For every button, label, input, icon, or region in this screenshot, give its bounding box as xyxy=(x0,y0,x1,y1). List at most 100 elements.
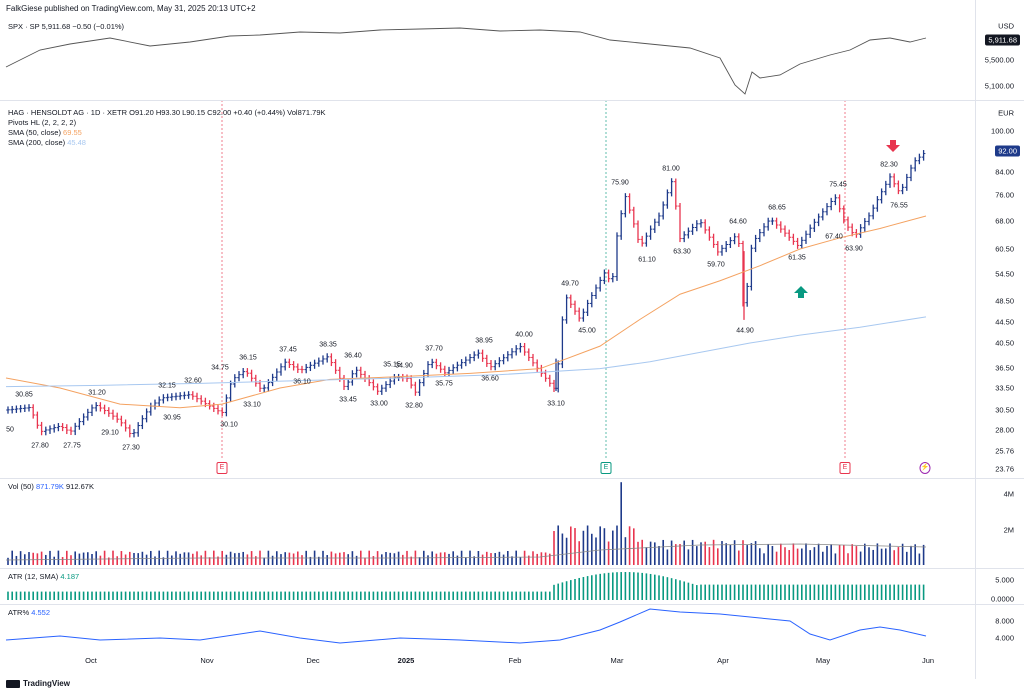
pivot-label: 27.30 xyxy=(122,444,140,452)
sma50-label: SMA (50, close) xyxy=(8,128,61,137)
pivot-label: 76.55 xyxy=(890,202,908,210)
year-2025: 2025 xyxy=(397,656,415,665)
dividend-lightning-icon[interactable]: ⚡ xyxy=(919,462,931,474)
month-nov: Nov xyxy=(200,656,214,665)
sma200-label: SMA (200, close) xyxy=(8,138,66,147)
atr-tick: 0.0000 xyxy=(991,594,1014,604)
pivot-label: 27.75 xyxy=(63,442,81,450)
price-tick: 76.00 xyxy=(995,190,1014,200)
earnings-marker[interactable]: E xyxy=(600,462,612,474)
sma200-line xyxy=(5,316,927,388)
month-feb: Feb xyxy=(508,656,522,665)
price-tick: 33.50 xyxy=(995,383,1014,393)
atrp-axis[interactable]: 8.000 4.000 xyxy=(976,0,1024,660)
pivot-label: 61.35 xyxy=(788,254,806,262)
publisher-header: FalkGiese published on TradingView.com, … xyxy=(6,4,256,13)
pivot-label: 75.45 xyxy=(829,181,847,189)
atr-legend[interactable]: ATR (12, SMA) 4.187 xyxy=(8,572,79,581)
pivot-label: 40.00 xyxy=(515,331,533,339)
price-tick: 48.50 xyxy=(995,296,1014,306)
pivot-label: 27.80 xyxy=(31,442,49,450)
axis-divider xyxy=(975,0,976,679)
atrp-legend[interactable]: ATR% 4.552 xyxy=(8,608,50,617)
price-tick: 54.50 xyxy=(995,269,1014,279)
price-tick: 30.50 xyxy=(995,405,1014,415)
volume-label: Vol (50) xyxy=(8,482,34,491)
volume-ma-line xyxy=(5,543,927,561)
pane-divider[interactable] xyxy=(0,568,1024,569)
spx-tick: 5,500.00 xyxy=(984,55,1014,65)
month-dec: Dec xyxy=(306,656,320,665)
pivot-label: 38.95 xyxy=(475,337,493,345)
pivot-label: 33.10 xyxy=(243,401,261,409)
spx-last-badge: 5,911.68 xyxy=(985,34,1020,46)
sell-arrow-icon xyxy=(886,140,900,152)
pivot-label: 44.90 xyxy=(736,327,754,335)
price-tick: 68.00 xyxy=(995,216,1014,226)
pivot-label: 36.15 xyxy=(239,354,257,362)
spx-price-axis[interactable]: USD 5,911.68 5,500.00 5,100.00 xyxy=(976,0,1024,100)
pivot-label: 32.15 xyxy=(158,382,176,390)
atr-value: 4.187 xyxy=(60,572,80,581)
spx-currency: USD xyxy=(998,21,1014,31)
earnings-marker[interactable]: E xyxy=(839,462,851,474)
spx-tick: 5,100.00 xyxy=(984,81,1014,91)
pivot-label: 68.65 xyxy=(768,204,786,212)
pivot-label: 64.60 xyxy=(729,218,747,226)
sma50-value: 69.55 xyxy=(63,128,82,137)
pivot-label: 38.35 xyxy=(319,341,337,349)
price-tick: 28.00 xyxy=(995,425,1014,435)
pivot-label: 35.75 xyxy=(435,380,453,388)
tradingview-logo-text: TradingView xyxy=(23,679,70,688)
month-mar: Mar xyxy=(610,656,624,665)
tradingview-logo: TradingView xyxy=(6,679,70,688)
tradingview-logo-icon xyxy=(6,679,20,688)
price-tick: 25.76 xyxy=(995,446,1014,456)
pivot-label: 36.60 xyxy=(481,375,499,383)
pivot-label: 30.95 xyxy=(163,414,181,422)
pane-divider[interactable] xyxy=(0,100,1024,101)
volume-legend[interactable]: Vol (50) 871.79K 912.67K xyxy=(8,482,94,491)
pivot-label: 82.30 xyxy=(880,161,898,169)
pivot-label: 67.40 xyxy=(825,233,843,241)
price-tick: 40.50 xyxy=(995,338,1014,348)
sma200-value: 45.48 xyxy=(67,138,86,147)
volume-value-ma: 912.67K xyxy=(66,482,94,491)
pane-divider[interactable] xyxy=(0,478,1024,479)
buy-arrow-icon xyxy=(794,286,808,298)
earnings-marker[interactable]: E xyxy=(216,462,228,474)
atr-axis[interactable]: 5.000 0.0000 xyxy=(976,0,1024,605)
pivot-label: 63.30 xyxy=(673,248,691,256)
last-price-badge: 92.00 xyxy=(995,145,1020,157)
volume-axis[interactable]: 4M 2M xyxy=(976,0,1024,570)
spx-legend[interactable]: SPX · SP 5,911.68 −0.50 (−0.01%) xyxy=(8,22,125,31)
pivot-label: 32.60 xyxy=(184,377,202,385)
atrp-line xyxy=(5,608,927,644)
volume-value: 871.79K xyxy=(35,482,64,491)
month-may: May xyxy=(815,656,831,665)
volume-tick: 2M xyxy=(1003,525,1014,535)
pivot-label: 30.85 xyxy=(15,391,33,399)
atrp-label: ATR% xyxy=(8,608,30,617)
pivot-label: 37.45 xyxy=(279,346,297,354)
pivot-label: 49.70 xyxy=(561,280,579,288)
pivot-label: 34.90 xyxy=(395,362,413,370)
main-legend-title[interactable]: HAG · HENSOLDT AG · 1D · XETR O91.20 H93… xyxy=(8,108,326,117)
price-tick: 44.50 xyxy=(995,317,1014,327)
pivot-label: 45.00 xyxy=(578,327,596,335)
sma50-legend[interactable]: SMA (50, close) 69.55 xyxy=(8,128,82,137)
pivot-label: 33.45 xyxy=(339,396,357,404)
pivot-label: 33.10 xyxy=(547,400,565,408)
pivot-label: 30.10 xyxy=(220,421,238,429)
price-tick: 100.00 xyxy=(991,126,1014,136)
main-price-axis[interactable]: EUR 92.00 100.00 84.00 76.00 68.00 60.50 54.5… xyxy=(976,0,1024,480)
sma200-legend[interactable]: SMA (200, close) 45.48 xyxy=(8,138,86,147)
pivot-label: 31.20 xyxy=(88,389,106,397)
atrp-value: 4.552 xyxy=(31,608,50,617)
price-tick: 60.50 xyxy=(995,244,1014,254)
pivot-label: 81.00 xyxy=(662,165,680,173)
pane-divider[interactable] xyxy=(0,604,1024,605)
pivot-label: 61.10 xyxy=(638,256,656,264)
pivots-legend[interactable]: Pivots HL (2, 2, 2, 2) xyxy=(8,118,77,127)
